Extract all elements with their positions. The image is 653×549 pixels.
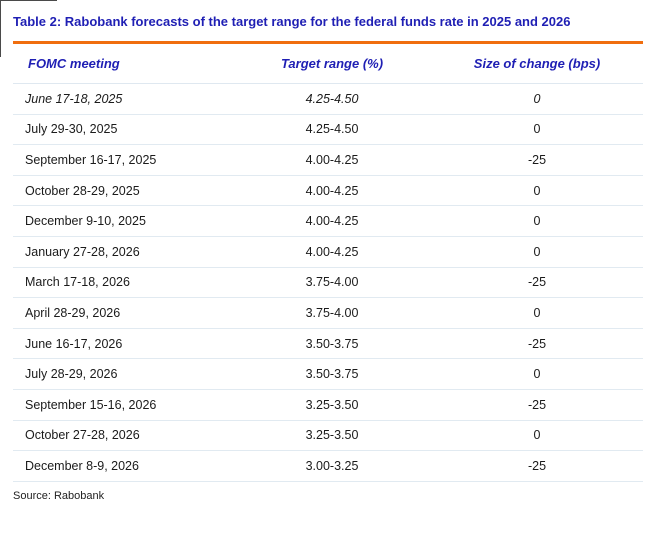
- change-cell: 0: [431, 236, 643, 268]
- change-cell: 0: [431, 83, 643, 115]
- table-title: Table 2: Rabobank forecasts of the targe…: [13, 14, 571, 29]
- capture-edge-artifact-top: [0, 0, 57, 1]
- meeting-cell: July 28-29, 2026: [13, 358, 233, 390]
- table-row: December 8-9, 2026 3.00-3.25 -25: [13, 450, 643, 482]
- meeting-cell: June 17-18, 2025: [13, 83, 233, 115]
- change-cell: -25: [431, 328, 643, 360]
- change-cell: -25: [431, 450, 643, 482]
- column-header-fomc-meeting: FOMC meeting: [13, 44, 233, 84]
- accent-rule: [13, 41, 643, 44]
- meeting-cell: October 27-28, 2026: [13, 420, 233, 452]
- meeting-cell: June 16-17, 2026: [13, 328, 233, 360]
- meeting-cell: July 29-30, 2025: [13, 114, 233, 146]
- target-range-cell: 3.75-4.00: [233, 297, 431, 329]
- meeting-cell: September 16-17, 2025: [13, 144, 233, 176]
- change-cell: 0: [431, 297, 643, 329]
- meeting-cell: December 9-10, 2025: [13, 205, 233, 237]
- change-cell: 0: [431, 114, 643, 146]
- meeting-cell: March 17-18, 2026: [13, 267, 233, 299]
- fomc-forecast-table: FOMC meeting Target range (%) Size of ch…: [13, 44, 643, 482]
- target-range-cell: 4.25-4.50: [233, 83, 431, 115]
- table-row: July 28-29, 2026 3.50-3.75 0: [13, 358, 643, 390]
- table-row: September 15-16, 2026 3.25-3.50 -25: [13, 389, 643, 421]
- meeting-cell: December 8-9, 2026: [13, 450, 233, 482]
- meeting-cell: October 28-29, 2025: [13, 175, 233, 207]
- table-row: June 17-18, 2025 4.25-4.50 0: [13, 83, 643, 115]
- target-range-cell: 4.00-4.25: [233, 175, 431, 207]
- table-row: December 9-10, 2025 4.00-4.25 0: [13, 205, 643, 237]
- column-header-size-of-change: Size of change (bps): [431, 44, 643, 84]
- target-range-cell: 4.25-4.50: [233, 114, 431, 146]
- target-range-cell: 3.50-3.75: [233, 358, 431, 390]
- table-row: January 27-28, 2026 4.00-4.25 0: [13, 236, 643, 268]
- target-range-cell: 4.00-4.25: [233, 236, 431, 268]
- target-range-cell: 3.00-3.25: [233, 450, 431, 482]
- change-cell: -25: [431, 267, 643, 299]
- column-header-target-range: Target range (%): [233, 44, 431, 84]
- change-cell: 0: [431, 358, 643, 390]
- fomc-forecast-table-container: FOMC meeting Target range (%) Size of ch…: [13, 41, 643, 502]
- header-row: FOMC meeting Target range (%) Size of ch…: [13, 44, 643, 84]
- target-range-cell: 3.25-3.50: [233, 389, 431, 421]
- change-cell: 0: [431, 205, 643, 237]
- table-row: March 17-18, 2026 3.75-4.00 -25: [13, 267, 643, 299]
- table-row: September 16-17, 2025 4.00-4.25 -25: [13, 144, 643, 176]
- change-cell: -25: [431, 144, 643, 176]
- target-range-cell: 4.00-4.25: [233, 144, 431, 176]
- source-note: Source: Rabobank: [13, 489, 105, 502]
- meeting-cell: September 15-16, 2026: [13, 389, 233, 421]
- change-cell: -25: [431, 389, 643, 421]
- change-cell: 0: [431, 175, 643, 207]
- table-row: July 29-30, 2025 4.25-4.50 0: [13, 114, 643, 146]
- target-range-cell: 3.75-4.00: [233, 267, 431, 299]
- change-cell: 0: [431, 420, 643, 452]
- capture-edge-artifact-left: [0, 0, 1, 57]
- target-range-cell: 3.50-3.75: [233, 328, 431, 360]
- table-row: June 16-17, 2026 3.50-3.75 -25: [13, 328, 643, 360]
- table-row: October 28-29, 2025 4.00-4.25 0: [13, 175, 643, 207]
- table-body: June 17-18, 2025 4.25-4.50 0 July 29-30, 20…: [13, 83, 643, 482]
- meeting-cell: January 27-28, 2026: [13, 236, 233, 268]
- table-row: October 27-28, 2026 3.25-3.50 0: [13, 420, 643, 452]
- target-range-cell: 4.00-4.25: [233, 205, 431, 237]
- table-row: April 28-29, 2026 3.75-4.00 0: [13, 297, 643, 329]
- meeting-cell: April 28-29, 2026: [13, 297, 233, 329]
- target-range-cell: 3.25-3.50: [233, 420, 431, 452]
